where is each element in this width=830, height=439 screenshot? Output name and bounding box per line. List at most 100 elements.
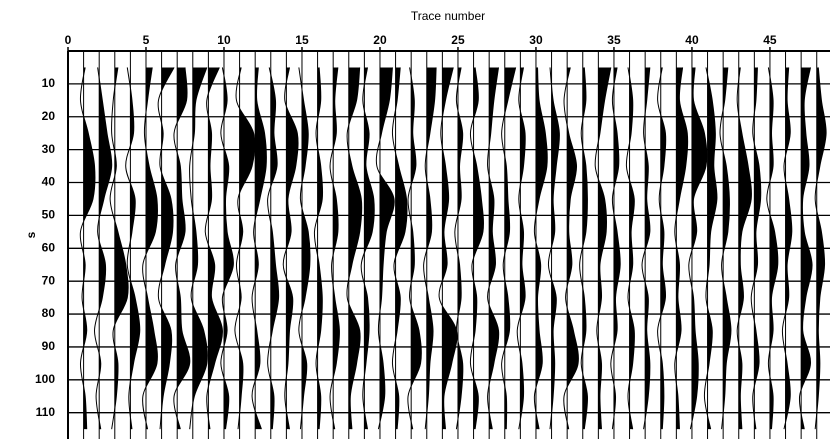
wiggle-trace xyxy=(391,67,408,430)
y-axis-title: s xyxy=(24,231,38,238)
wiggle-trace xyxy=(189,67,208,430)
wiggle-trace xyxy=(142,67,158,430)
y-tick-label: 60 xyxy=(42,240,56,254)
positive-fill xyxy=(379,67,395,423)
x-tick-label: 15 xyxy=(295,33,309,47)
wiggle-trace xyxy=(547,67,560,430)
wiggle-trace xyxy=(346,67,363,430)
x-tick-label: 10 xyxy=(217,33,231,47)
y-tick-label: 90 xyxy=(42,339,56,353)
wiggle-trace xyxy=(798,67,813,430)
wiggle-trace xyxy=(94,67,113,430)
wiggle-trace xyxy=(533,67,548,430)
y-tick-label: 100 xyxy=(35,372,55,386)
wiggle-trace xyxy=(501,67,517,430)
x-tick-label: 40 xyxy=(685,33,699,47)
positive-fill xyxy=(83,67,95,430)
wiggle-trace xyxy=(469,67,484,430)
y-tick-label: 30 xyxy=(42,142,56,156)
y-tick-label: 80 xyxy=(42,306,56,320)
wiggle-trace xyxy=(79,67,96,430)
positive-fill xyxy=(317,67,323,430)
positive-fill xyxy=(567,67,579,430)
wiggle-trace xyxy=(781,67,793,430)
y-tick-label: 20 xyxy=(42,109,56,123)
y-tick-label: 70 xyxy=(42,273,56,287)
x-tick-label: 45 xyxy=(763,33,777,47)
positive-fill xyxy=(333,67,340,430)
wiggle-trace xyxy=(204,67,223,430)
wiggle-trace xyxy=(360,67,375,430)
wiggle-trace xyxy=(423,67,437,430)
y-tick-label: 50 xyxy=(42,208,56,222)
positive-fill xyxy=(551,67,560,430)
positive-fill xyxy=(582,67,588,430)
positive-fill xyxy=(816,67,827,414)
wiggle-trace xyxy=(688,67,708,430)
wiggle-trace xyxy=(625,67,635,430)
positive-fill xyxy=(707,67,717,430)
wiggle-trace xyxy=(251,67,267,430)
wiggle-trace xyxy=(563,67,579,430)
wiggle-trace xyxy=(298,67,311,430)
positive-fill xyxy=(364,67,375,430)
x-tick-label: 30 xyxy=(529,33,543,47)
y-tick-label: 10 xyxy=(42,76,56,90)
positive-fill xyxy=(629,67,635,430)
wiggle-trace xyxy=(282,67,299,430)
wiggle-trace xyxy=(657,67,667,430)
y-tick-label: 40 xyxy=(42,175,56,189)
wiggle-trace xyxy=(267,67,280,430)
wiggle-trace xyxy=(814,67,827,430)
wiggle-trace xyxy=(703,67,718,430)
positive-fill xyxy=(223,67,234,430)
positive-fill xyxy=(145,67,158,430)
wiggle-trace xyxy=(220,67,234,430)
wiggle-trace xyxy=(407,67,422,430)
x-tick-label: 5 xyxy=(143,33,150,47)
positive-fill xyxy=(411,67,422,430)
positive-fill xyxy=(785,67,792,430)
wiggle-trace xyxy=(173,67,191,430)
wiggle-trace xyxy=(641,67,651,430)
wiggle-trace xyxy=(766,67,779,430)
positive-fill xyxy=(473,67,484,430)
positive-fill xyxy=(723,67,731,414)
wiggle-trace xyxy=(313,67,324,430)
positive-fill xyxy=(255,67,267,430)
x-tick-label: 20 xyxy=(373,33,387,47)
positive-fill xyxy=(754,67,761,430)
wiggle-trace xyxy=(438,67,458,430)
positive-fill xyxy=(99,78,112,430)
positive-fill xyxy=(161,67,175,430)
wiggle-trace xyxy=(125,67,141,430)
positive-fill xyxy=(676,67,688,430)
positive-fill xyxy=(395,67,408,430)
wiggle-trace xyxy=(719,67,732,430)
positive-fill xyxy=(442,67,457,430)
wiggle-trace xyxy=(454,67,464,430)
wiggle-trace xyxy=(109,67,129,430)
wiggle-trace xyxy=(234,67,256,430)
wiggle-trace xyxy=(750,67,762,430)
wiggle-trace xyxy=(375,67,395,430)
positive-fill xyxy=(457,67,463,420)
positive-fill xyxy=(208,67,223,430)
positive-fill xyxy=(301,67,310,430)
x-tick-label: 0 xyxy=(65,33,72,47)
positive-fill xyxy=(177,67,190,430)
wiggle-trace xyxy=(157,67,175,430)
wiggle-trace xyxy=(579,67,588,430)
wiggle-trace xyxy=(736,67,752,430)
positive-fill xyxy=(239,67,255,414)
positive-fill xyxy=(114,67,129,409)
x-tick-label: 35 xyxy=(607,33,621,47)
positive-fill xyxy=(286,67,299,430)
y-tick-label: 110 xyxy=(36,405,56,419)
wiggle-trace xyxy=(516,67,526,430)
wiggle-trace xyxy=(594,67,612,430)
positive-fill xyxy=(645,67,650,430)
wiggle-trace xyxy=(329,67,340,430)
